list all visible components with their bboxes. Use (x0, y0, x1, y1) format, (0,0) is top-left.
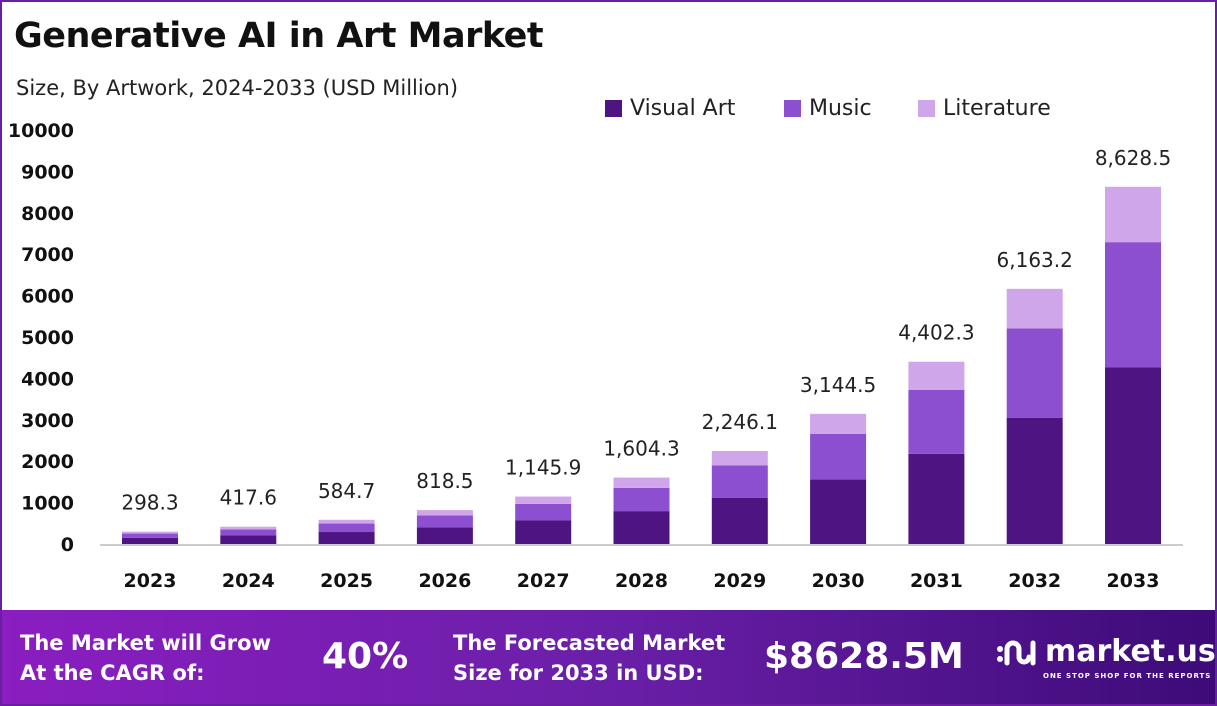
bar-segment-music (416, 515, 473, 528)
x-tick-label: 2029 (713, 570, 766, 592)
bar-segment-visual-art (318, 532, 375, 544)
bar-segment-visual-art (220, 535, 277, 544)
bar-total-label: 3,144.5 (800, 373, 876, 397)
bar-segment-music (318, 523, 375, 533)
bar-segment-visual-art (416, 527, 473, 544)
bar-segment-music (908, 389, 965, 454)
y-tick-label: 8000 (21, 203, 74, 225)
legend-label: Visual Art (630, 96, 736, 121)
bar-total-label: 2,246.1 (702, 410, 778, 434)
bar-segment-literature (122, 531, 178, 534)
bar-segment-literature (1006, 288, 1063, 329)
bar-segment-literature (613, 477, 670, 488)
y-tick-label: 1000 (21, 493, 74, 515)
y-tick-label: 3000 (21, 410, 74, 432)
footer-banner: The Market will Grow At the CAGR of: 40%… (0, 610, 1217, 706)
forecast-label: The Forecasted Market Size for 2033 in U… (453, 631, 726, 685)
bar-segment-visual-art (1006, 417, 1063, 544)
brand-logo: market.us ONE STOP SHOP FOR THE REPORTS (995, 634, 1216, 680)
x-tick-label: 2023 (124, 570, 177, 592)
bar-segment-visual-art (515, 520, 572, 544)
bar-segment-literature (318, 519, 375, 524)
x-tick-label: 2030 (812, 570, 865, 592)
bar-total-label: 584.7 (318, 479, 375, 503)
bar-total-label: 417.6 (220, 486, 277, 510)
legend-swatch (605, 100, 622, 117)
bar-segment-literature (908, 361, 965, 390)
bar-segment-literature (711, 451, 768, 466)
y-tick-label: 7000 (21, 244, 74, 266)
legend-item-music: Music (784, 96, 872, 121)
x-tick-label: 2025 (320, 570, 373, 592)
y-tick-label: 6000 (21, 286, 74, 308)
legend-label: Literature (943, 96, 1051, 121)
brand-name: market.us (1045, 634, 1216, 669)
legend-swatch (784, 100, 801, 117)
bar-segment-literature (1105, 186, 1161, 243)
cagr-value: 40% (322, 636, 409, 677)
bar-segment-visual-art (810, 479, 867, 544)
bar-total-label: 1,145.9 (505, 456, 581, 480)
x-tick-label: 2024 (222, 570, 275, 592)
bar-segment-visual-art (711, 497, 768, 544)
bar-total-label: 818.5 (416, 469, 473, 493)
bar-segment-music (711, 465, 768, 498)
x-tick-label: 2033 (1107, 570, 1160, 592)
chart-title: Generative AI in Art Market (14, 16, 544, 56)
stacked-bar-chart: 0 1000 2000 3000 4000 5000 6000 7000 8000 9000 100… (8, 120, 1183, 592)
bar-segment-music (1105, 242, 1161, 368)
bar-total-label: 1,604.3 (603, 437, 679, 461)
bar-segment-visual-art (908, 453, 965, 544)
y-tick-label: 5000 (21, 327, 74, 349)
bar-segment-music (613, 487, 670, 512)
bar-segment-visual-art (122, 537, 178, 544)
y-tick-label: 4000 (21, 368, 74, 390)
bar-segment-literature (416, 510, 473, 516)
x-tick-label: 2028 (615, 570, 668, 592)
bar-total-label: 4,402.3 (898, 321, 974, 345)
forecast-value: $8628.5M (764, 636, 964, 677)
bar-segment-visual-art (1105, 367, 1161, 544)
bar-segment-music (122, 533, 178, 538)
x-tick-label: 2031 (910, 570, 963, 592)
x-tick-label: 2027 (517, 570, 570, 592)
legend-item-literature: Literature (918, 96, 1051, 121)
y-tick-label: 0 (61, 534, 74, 556)
legend-swatch (918, 100, 935, 117)
bar-total-label: 6,163.2 (997, 248, 1073, 272)
cagr-label: The Market will Grow At the CAGR of: (20, 631, 271, 685)
legend-label: Music (809, 96, 872, 121)
bar-segment-literature (220, 526, 277, 530)
brand-tagline: ONE STOP SHOP FOR THE REPORTS (1043, 672, 1212, 680)
x-tick-label: 2026 (418, 570, 471, 592)
bar-total-label: 298.3 (121, 491, 178, 515)
bar-segment-music (810, 433, 867, 480)
market-us-logo-icon (997, 640, 1036, 665)
bar-total-label: 8,628.5 (1095, 146, 1171, 170)
y-tick-label: 2000 (21, 451, 74, 473)
x-tick-label: 2032 (1008, 570, 1061, 592)
y-tick-label: 10000 (8, 120, 74, 142)
legend-item-visual-art: Visual Art (605, 96, 735, 121)
bar-segment-literature (515, 496, 572, 504)
bar-segment-music (515, 503, 572, 521)
chart-subtitle: Size, By Artwork, 2024-2033 (USD Million… (16, 76, 459, 100)
bar-segment-visual-art (613, 511, 670, 544)
bar-segment-literature (810, 413, 867, 434)
bar-segment-music (220, 529, 277, 536)
bar-segment-music (1006, 328, 1063, 418)
y-tick-label: 9000 (21, 161, 74, 183)
